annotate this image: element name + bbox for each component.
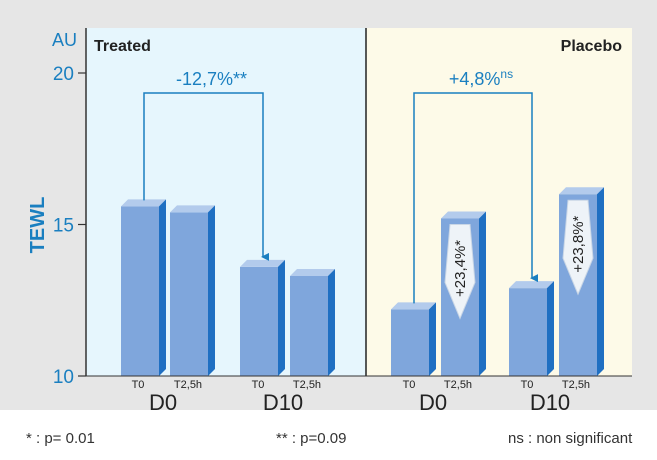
y-axis-label: TEWL — [27, 197, 49, 254]
bar-top — [509, 281, 554, 289]
annotations-layer: -12,7%** +4,8%ns +23,4%* +23,8%* — [143, 67, 594, 320]
arrow-shape — [444, 223, 476, 320]
day-group-label: D10 — [530, 390, 570, 410]
bar — [240, 259, 285, 376]
bar-front — [290, 276, 328, 376]
bar-top — [391, 302, 436, 310]
arrow-shape — [562, 199, 594, 296]
bar — [290, 269, 335, 376]
bar-change-label: +23,4%* — [452, 240, 469, 297]
y-tick-label: 10 — [53, 367, 74, 388]
time-point-label: T2,5h — [293, 379, 321, 391]
bar-front — [170, 212, 208, 376]
bar — [170, 205, 215, 376]
time-point-label: T0 — [252, 379, 265, 391]
placebo-panel-title: Placebo — [561, 38, 623, 55]
bar-front — [509, 288, 547, 376]
time-point-label: T0 — [132, 379, 145, 391]
day-group-label: D0 — [419, 390, 447, 410]
time-point-label: T0 — [521, 379, 534, 391]
y-axis: 10 15 20 — [53, 28, 87, 388]
bar-front — [240, 266, 278, 376]
comparison-label: -12,7%** — [176, 69, 247, 89]
bar-top — [170, 205, 215, 213]
footnote-significance-star: * : p= 0.01 — [26, 430, 95, 447]
bar-change-annotation: +23,4%* — [444, 223, 476, 320]
bar-top — [121, 199, 166, 207]
y-axis-unit: AU — [52, 30, 77, 50]
time-point-label: T2,5h — [444, 379, 472, 391]
bar-side — [208, 205, 215, 376]
day-group-label: D0 — [149, 390, 177, 410]
day-group-label: D10 — [263, 390, 303, 410]
footnote-significance-double-star: ** : p=0.09 — [276, 430, 347, 447]
time-point-label: T0 — [403, 379, 416, 391]
bar-change-annotation: +23,8%* — [562, 199, 594, 296]
bar-side — [278, 259, 285, 376]
bar-top — [240, 259, 285, 267]
bar-front — [121, 206, 159, 376]
bar-top — [290, 269, 335, 277]
time-point-label: T2,5h — [174, 379, 202, 391]
comparison-bracket — [413, 92, 538, 304]
footnote-non-significant: ns : non significant — [508, 430, 633, 447]
comparison-bracket — [143, 92, 269, 261]
bar-side — [479, 211, 486, 376]
bar-change-label: +23,8%* — [570, 215, 587, 272]
bar-side — [597, 187, 604, 376]
treated-panel-title: Treated — [94, 38, 151, 55]
comparison-label: +4,8%ns — [449, 67, 513, 89]
bar-side — [547, 281, 554, 376]
bar — [121, 199, 166, 376]
bar-front — [391, 309, 429, 376]
bar — [391, 302, 436, 376]
bar-side — [159, 199, 166, 376]
bar-top — [441, 211, 486, 219]
y-tick-label: 15 — [53, 216, 74, 237]
time-point-label: T2,5h — [562, 379, 590, 391]
bar — [509, 281, 554, 376]
bar-side — [429, 302, 436, 376]
bar-top — [559, 187, 604, 195]
bar-side — [328, 269, 335, 376]
bars-layer — [121, 187, 604, 376]
y-tick-label: 20 — [53, 64, 74, 85]
